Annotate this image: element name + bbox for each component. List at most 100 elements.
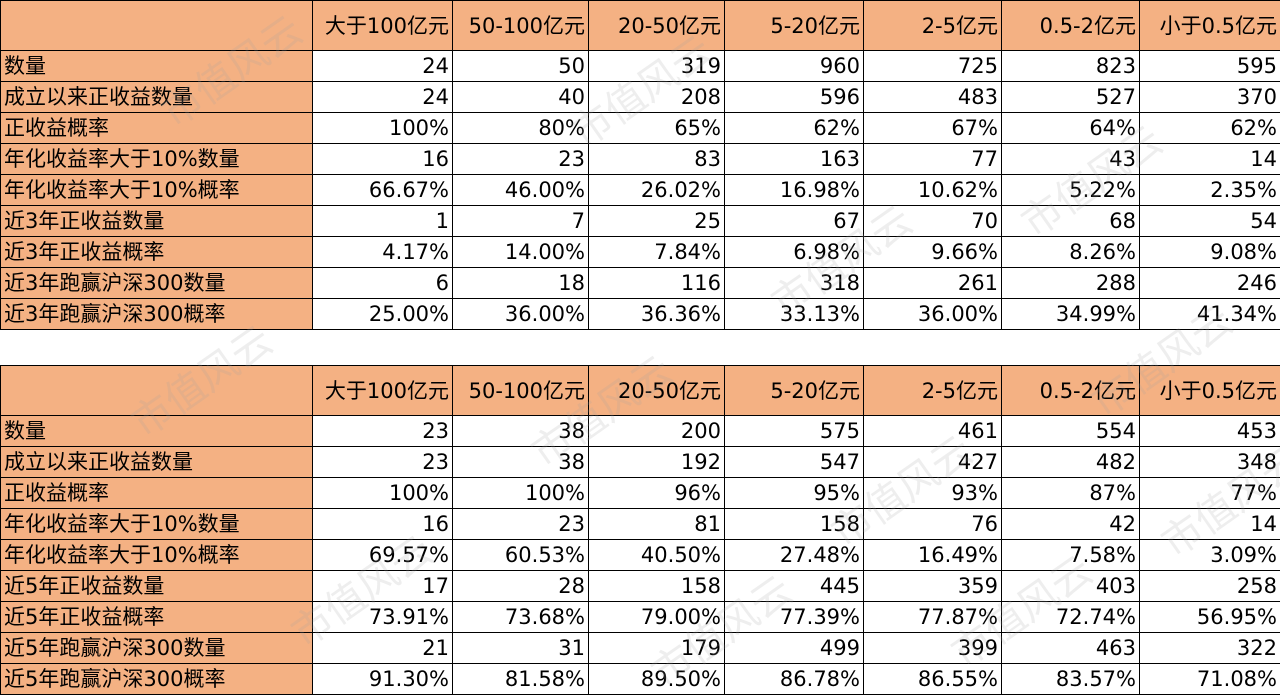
value-cell: 83.57%: [1001, 663, 1140, 695]
column-header: 50-100亿元: [452, 365, 589, 416]
value-cell: 16: [312, 508, 453, 540]
value-cell: 100%: [312, 112, 453, 144]
value-cell: 36.00%: [863, 298, 1002, 330]
value-cell: 158: [724, 508, 864, 540]
value-cell: 3.09%: [1139, 539, 1280, 571]
value-cell: 31: [452, 632, 589, 664]
table-row: 数量 24 50 319 960 725 823 595: [0, 50, 1280, 82]
row-label: 近5年跑赢沪深300数量: [0, 632, 313, 664]
value-cell: 77: [863, 143, 1002, 175]
value-cell: 288: [1001, 267, 1140, 299]
value-cell: 77.39%: [724, 601, 864, 633]
value-cell: 463: [1001, 632, 1140, 664]
value-cell: 158: [588, 570, 725, 602]
header-row: 大于100亿元 50-100亿元 20-50亿元 5-20亿元 2-5亿元 0.…: [0, 0, 1280, 51]
row-label: 成立以来正收益数量: [0, 81, 313, 113]
value-cell: 66.67%: [312, 174, 453, 206]
row-label: 正收益概率: [0, 112, 313, 144]
table-row: 成立以来正收益数量 23 38 192 547 427 482 348: [0, 446, 1280, 478]
value-cell: 348: [1139, 446, 1280, 478]
value-cell: 14: [1139, 508, 1280, 540]
corner-cell: [0, 0, 313, 51]
column-header: 大于100亿元: [312, 365, 453, 416]
value-cell: 77%: [1139, 477, 1280, 509]
value-cell: 27.48%: [724, 539, 864, 571]
value-cell: 77.87%: [863, 601, 1002, 633]
value-cell: 23: [312, 446, 453, 478]
value-cell: 60.53%: [452, 539, 589, 571]
value-cell: 93%: [863, 477, 1002, 509]
table-row: 近5年正收益数量 17 28 158 445 359 403 258: [0, 570, 1280, 602]
value-cell: 18: [452, 267, 589, 299]
value-cell: 318: [724, 267, 864, 299]
row-label: 正收益概率: [0, 477, 313, 509]
value-cell: 86.55%: [863, 663, 1002, 695]
value-cell: 1: [312, 205, 453, 237]
value-cell: 64%: [1001, 112, 1140, 144]
column-header: 大于100亿元: [312, 0, 453, 51]
value-cell: 76: [863, 508, 1002, 540]
value-cell: 359: [863, 570, 1002, 602]
value-cell: 24: [312, 81, 453, 113]
value-cell: 163: [724, 143, 864, 175]
table-row: 近3年跑赢沪深300数量 6 18 116 318 261 288 246: [0, 267, 1280, 299]
column-header: 小于0.5亿元: [1139, 365, 1280, 416]
value-cell: 80%: [452, 112, 589, 144]
value-cell: 43: [1001, 143, 1140, 175]
value-cell: 16.98%: [724, 174, 864, 206]
value-cell: 445: [724, 570, 864, 602]
value-cell: 403: [1001, 570, 1140, 602]
value-cell: 40.50%: [588, 539, 725, 571]
value-cell: 25.00%: [312, 298, 453, 330]
value-cell: 100%: [452, 477, 589, 509]
value-cell: 86.78%: [724, 663, 864, 695]
value-cell: 73.68%: [452, 601, 589, 633]
value-cell: 23: [452, 143, 589, 175]
value-cell: 5.22%: [1001, 174, 1140, 206]
corner-cell: [0, 365, 313, 416]
header-row: 大于100亿元 50-100亿元 20-50亿元 5-20亿元 2-5亿元 0.…: [0, 365, 1280, 416]
value-cell: 7.58%: [1001, 539, 1140, 571]
value-cell: 36.00%: [452, 298, 589, 330]
value-cell: 23: [452, 508, 589, 540]
row-label: 成立以来正收益数量: [0, 446, 313, 478]
value-cell: 69.57%: [312, 539, 453, 571]
value-cell: 7: [452, 205, 589, 237]
value-cell: 527: [1001, 81, 1140, 113]
value-cell: 482: [1001, 446, 1140, 478]
value-cell: 10.62%: [863, 174, 1002, 206]
row-label: 年化收益率大于10%数量: [0, 508, 313, 540]
value-cell: 95%: [724, 477, 864, 509]
table-row: 近3年正收益数量 1 7 25 67 70 68 54: [0, 205, 1280, 237]
table-row: 年化收益率大于10%数量 16 23 83 163 77 43 14: [0, 143, 1280, 175]
column-header: 0.5-2亿元: [1001, 0, 1140, 51]
value-cell: 823: [1001, 50, 1140, 82]
value-cell: 28: [452, 570, 589, 602]
column-header: 0.5-2亿元: [1001, 365, 1140, 416]
table-row: 近3年正收益概率 4.17% 14.00% 7.84% 6.98% 9.66% 8.26% 9…: [0, 236, 1280, 268]
value-cell: 81.58%: [452, 663, 589, 695]
value-cell: 246: [1139, 267, 1280, 299]
row-label: 年化收益率大于10%数量: [0, 143, 313, 175]
value-cell: 179: [588, 632, 725, 664]
value-cell: 62%: [1139, 112, 1280, 144]
value-cell: 427: [863, 446, 1002, 478]
value-cell: 575: [724, 415, 864, 447]
value-cell: 258: [1139, 570, 1280, 602]
value-cell: 547: [724, 446, 864, 478]
column-header: 2-5亿元: [863, 365, 1002, 416]
table-gap: [0, 333, 1280, 365]
value-cell: 71.08%: [1139, 663, 1280, 695]
value-cell: 8.26%: [1001, 236, 1140, 268]
value-cell: 89.50%: [588, 663, 725, 695]
value-cell: 100%: [312, 477, 453, 509]
value-cell: 54: [1139, 205, 1280, 237]
value-cell: 16.49%: [863, 539, 1002, 571]
value-cell: 24: [312, 50, 453, 82]
table-row: 成立以来正收益数量 24 40 208 596 483 527 370: [0, 81, 1280, 113]
table-row: 近3年跑赢沪深300概率 25.00% 36.00% 36.36% 33.13% 36.0…: [0, 298, 1280, 330]
value-cell: 56.95%: [1139, 601, 1280, 633]
value-cell: 42: [1001, 508, 1140, 540]
value-cell: 40: [452, 81, 589, 113]
value-cell: 370: [1139, 81, 1280, 113]
